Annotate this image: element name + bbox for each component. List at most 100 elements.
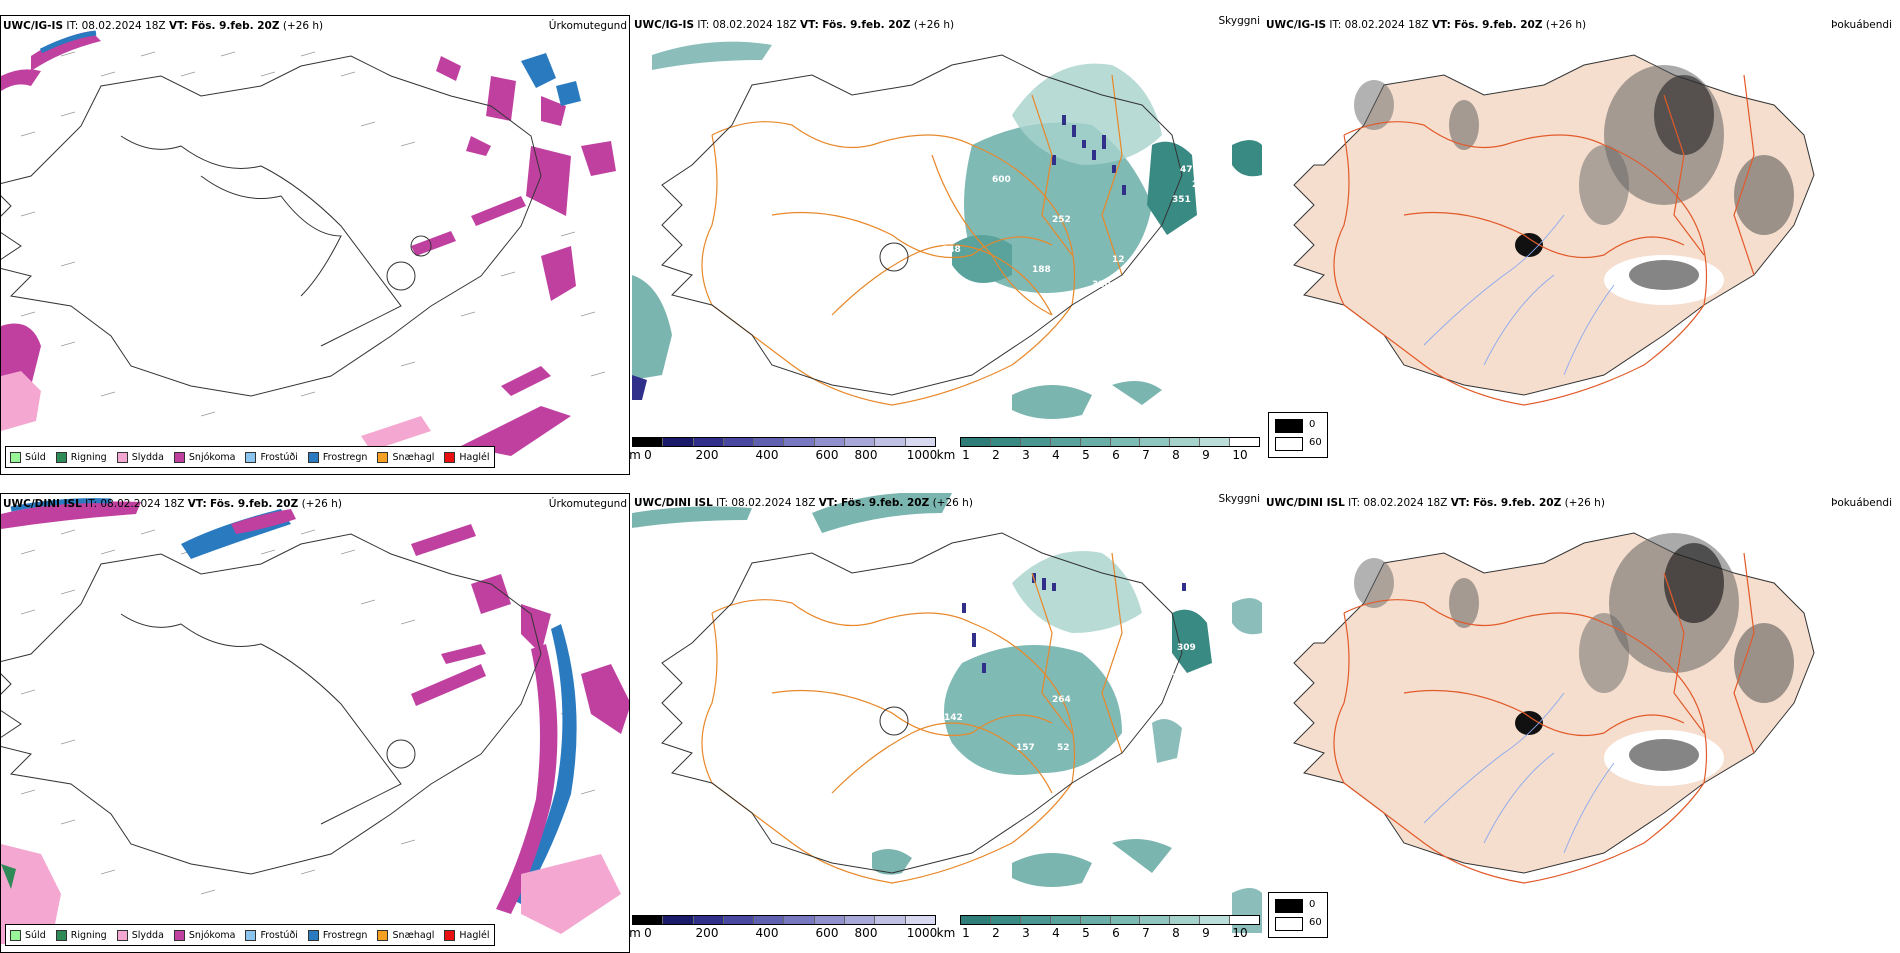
- model-name: UWC/IG-IS: [3, 20, 64, 32]
- legend-item: Frostúði: [245, 451, 298, 463]
- legend-swatch: [116, 929, 128, 941]
- panel-title-fog: Þokuábendi: [1831, 19, 1892, 31]
- scale-tick: 1000: [906, 448, 938, 462]
- it-label: IT:: [716, 497, 729, 509]
- fog-panel-bottom: UWC/DINI ISL IT: 08.02.2024 18Z VT: Fös.…: [1264, 493, 1894, 953]
- legend-item: Frostregn: [307, 929, 367, 941]
- precip-type-map: [1, 498, 629, 944]
- fog-key-white: [1275, 437, 1303, 451]
- visibility-value: 264: [1052, 695, 1071, 705]
- scale-tick: 800: [854, 926, 878, 940]
- fog-key-white-label: 60: [1309, 437, 1322, 448]
- scale-tick: 3: [1022, 448, 1030, 462]
- scale-unit: km: [936, 448, 956, 462]
- scale-swatch: [961, 438, 991, 446]
- panel-header: UWC/DINI ISL IT: 08.02.2024 18Z VT: Fös.…: [1266, 497, 1605, 509]
- scale-swatch: [961, 916, 991, 924]
- visibility-value: 185: [1142, 621, 1161, 631]
- altitude-scale-bottom: m 0 200 400 600 800 1000: [629, 915, 938, 940]
- scale-tick: 0: [644, 448, 652, 462]
- legend-item: Frostregn: [307, 451, 367, 463]
- vt-value: Fös. 9.feb. 20Z: [191, 20, 280, 32]
- panel-header: UWC/IG-IS IT: 08.02.2024 18Z VT: Fös. 9.…: [3, 20, 323, 32]
- it-label: IT:: [66, 20, 79, 32]
- scale-swatch: [1140, 916, 1171, 924]
- legend-item: Snjókoma: [173, 451, 236, 463]
- fog-key-white: [1275, 917, 1303, 931]
- it-label: IT:: [697, 19, 710, 31]
- lead-time: (+26 h): [301, 498, 342, 510]
- scale-swatch: [905, 916, 935, 924]
- vt-label: VT:: [818, 497, 838, 509]
- scale-tick: 1: [962, 448, 970, 462]
- it-value: 08.02.2024 18Z: [1363, 497, 1448, 509]
- scale-tick: 4: [1052, 448, 1060, 462]
- fog-key-black: [1275, 419, 1303, 433]
- legend-item: Snæhagl: [377, 451, 434, 463]
- scale-swatch: [905, 438, 935, 446]
- visibility-value: 142: [944, 713, 963, 723]
- legend-swatch: [444, 451, 456, 463]
- legend-label: Slydda: [131, 929, 164, 941]
- panel-title-precip-type: Úrkomutegund: [548, 20, 627, 32]
- it-label: IT:: [85, 498, 98, 510]
- scale-swatch: [693, 438, 724, 446]
- scale-swatch: [723, 916, 755, 924]
- fog-key-white-label: 60: [1309, 917, 1322, 928]
- legend-item: Snæhagl: [377, 929, 434, 941]
- fog-key-black: [1275, 899, 1303, 913]
- visibility-scale-top: km 1 2 3 4 5 6 7 8 9 10: [937, 437, 1260, 462]
- scale-tick: 2: [992, 926, 1000, 940]
- model-name: UWC/DINI ISL: [634, 497, 713, 509]
- visibility-value: 600: [992, 175, 1011, 185]
- vt-label: VT:: [187, 498, 207, 510]
- model-name: UWC/DINI ISL: [1266, 497, 1345, 509]
- scale-tick: 1: [962, 926, 970, 940]
- scale-tick: 9: [1202, 926, 1210, 940]
- legend-swatch: [307, 451, 319, 463]
- scale-swatch: [1050, 916, 1081, 924]
- visibility-value: 380: [1092, 280, 1111, 290]
- panel-header: UWC/IG-IS IT: 08.02.2024 18Z VT: Fös. 9.…: [634, 19, 954, 31]
- scale-swatch: [845, 438, 876, 446]
- visibility-value: 12: [1112, 255, 1125, 265]
- scale-unit: m: [629, 448, 641, 462]
- legend-swatch: [173, 451, 185, 463]
- scale-tick: 2: [992, 448, 1000, 462]
- legend-label: Snjókoma: [188, 451, 236, 463]
- scale-swatch: [845, 916, 876, 924]
- visibility-value: 252: [1052, 215, 1071, 225]
- panel-header: UWC/DINI ISL IT: 08.02.2024 18Z VT: Fös.…: [634, 497, 973, 509]
- legend-swatch: [116, 451, 128, 463]
- scale-swatch: [663, 916, 694, 924]
- lead-time: (+26 h): [1545, 19, 1587, 31]
- legend-item: Súld: [10, 929, 46, 941]
- scale-tick: 0: [644, 926, 652, 940]
- legend-swatch: [10, 451, 21, 463]
- legend-label: Haglél: [459, 929, 490, 941]
- scale-tick: 8: [1172, 926, 1180, 940]
- scale-tick: 6: [1112, 926, 1120, 940]
- scale-swatch: [1020, 438, 1051, 446]
- scale-swatch: [1230, 916, 1260, 924]
- scale-swatch: [990, 438, 1021, 446]
- scale-tick: 1000: [906, 926, 938, 940]
- precip-legend: Súld Rigning Slydda Snjókoma Frostúði Fr…: [5, 446, 495, 468]
- altitude-scale-top: m 0 200 400 600 800 1000: [629, 437, 938, 462]
- visibility-value: 309: [1177, 643, 1196, 653]
- panel-header: UWC/IG-IS IT: 08.02.2024 18Z VT: Fös. 9.…: [1266, 19, 1586, 31]
- legend-swatch: [55, 929, 67, 941]
- legend-item: Rigning: [55, 451, 107, 463]
- visibility-map: [632, 41, 1262, 419]
- scale-tick: 200: [695, 448, 719, 462]
- scale-tick: 6: [1112, 448, 1120, 462]
- scale-unit: m: [629, 926, 641, 940]
- vt-value: Fös. 9.feb. 20Z: [841, 497, 930, 509]
- altitude-scale-ticks: m 0 200 400 600 800 1000: [629, 925, 938, 940]
- legend-item: Rigning: [55, 929, 107, 941]
- scale-swatch: [754, 916, 785, 924]
- scale-swatch: [1110, 916, 1141, 924]
- legend-item: Haglél: [444, 929, 490, 941]
- panel-title-visibility: Skyggni: [1218, 15, 1261, 27]
- scale-swatch: [663, 438, 694, 446]
